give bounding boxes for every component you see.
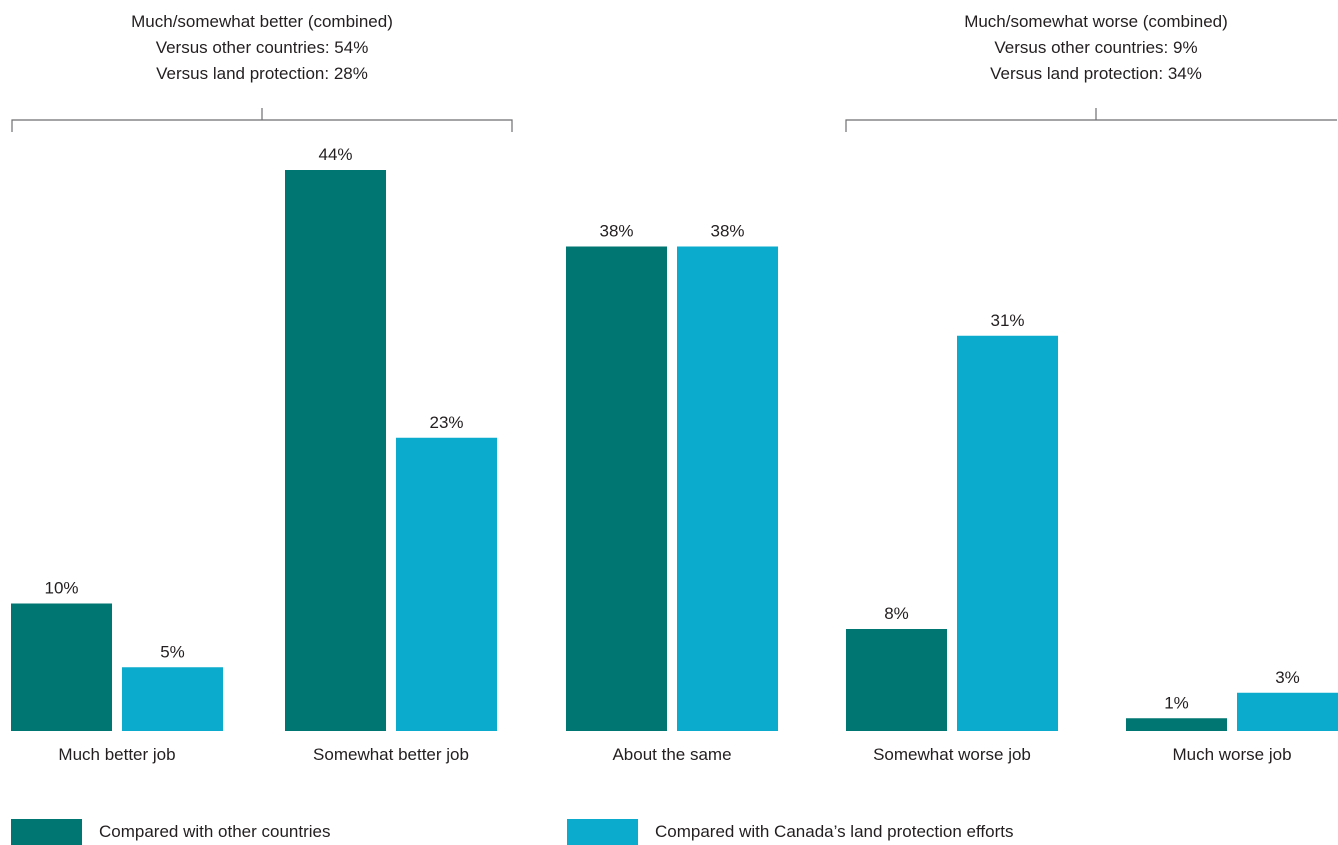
- annotation-worse: Much/somewhat worse (combined) Versus oth…: [845, 12, 1337, 132]
- category-labels-group: Much better job Somewhat better job About …: [58, 745, 1291, 764]
- bar-other-countries-3: [846, 629, 947, 731]
- bar-value-label: 23%: [429, 413, 463, 432]
- bar-other-countries-4: [1126, 718, 1227, 731]
- legend: Compared with other countries Compared wi…: [11, 819, 1013, 845]
- bar-land-protection-3: [957, 335, 1058, 731]
- bar-other-countries-1: [285, 170, 386, 731]
- category-label: About the same: [612, 745, 731, 764]
- legend-swatch: [567, 819, 638, 845]
- annotation-group: Much/somewhat better (combined) Versus ot…: [11, 12, 1337, 132]
- bar-value-label: 5%: [160, 642, 185, 661]
- bar-value-label: 1%: [1164, 693, 1189, 712]
- bar-land-protection-2: [677, 246, 778, 731]
- annotation-bracket: [11, 108, 513, 132]
- annotation-line: Versus other countries: 54%: [156, 38, 369, 57]
- category-label: Much worse job: [1172, 745, 1291, 764]
- legend-swatch: [11, 819, 82, 845]
- bar-land-protection-1: [396, 437, 497, 731]
- bar-value-label: 8%: [884, 604, 909, 623]
- bar-other-countries-0: [11, 603, 112, 731]
- legend-label: Compared with other countries: [99, 822, 331, 841]
- bar-other-countries-2: [566, 246, 667, 731]
- annotation-line: Much/somewhat worse (combined): [964, 12, 1228, 31]
- bar-value-label: 38%: [710, 222, 744, 241]
- bar-value-label: 44%: [318, 145, 352, 164]
- category-label: Somewhat better job: [313, 745, 469, 764]
- legend-label: Compared with Canada’s land protection e…: [655, 822, 1013, 841]
- annotation-line: Much/somewhat better (combined): [131, 12, 393, 31]
- bar-labels-group: 10% 5% 44% 23% 38% 38% 8% 31% 1% 3%: [44, 145, 1299, 712]
- category-label: Somewhat worse job: [873, 745, 1031, 764]
- annotation-line: Versus land protection: 34%: [990, 64, 1202, 83]
- annotation-better: Much/somewhat better (combined) Versus ot…: [11, 12, 513, 132]
- bar-value-label: 3%: [1275, 668, 1300, 687]
- bar-value-label: 10%: [44, 579, 78, 598]
- annotation-line: Versus land protection: 28%: [156, 64, 368, 83]
- annotation-bracket: [845, 108, 1337, 132]
- bar-land-protection-4: [1237, 692, 1338, 731]
- bar-land-protection-0: [122, 667, 223, 731]
- bars-group: [11, 170, 1338, 731]
- category-label: Much better job: [58, 745, 175, 764]
- bar-value-label: 38%: [599, 222, 633, 241]
- annotation-line: Versus other countries: 9%: [994, 38, 1197, 57]
- bar-value-label: 31%: [990, 311, 1024, 330]
